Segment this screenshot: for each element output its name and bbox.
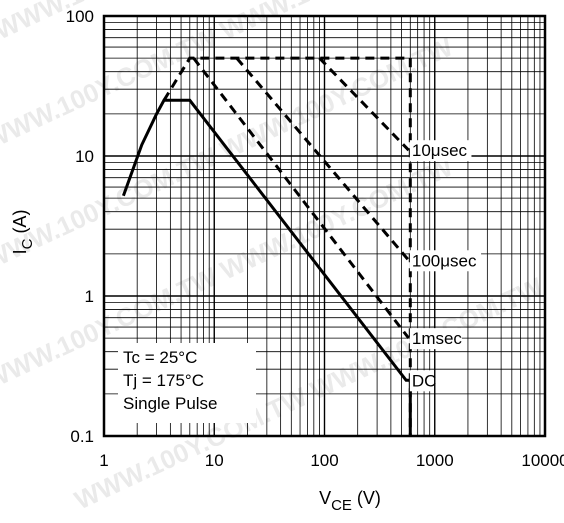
series-label: 10μsec [412, 141, 468, 160]
series-label-bg [409, 250, 482, 272]
series-label: 100μsec [412, 251, 477, 270]
plot-frame [102, 14, 547, 438]
series-label-bg [409, 140, 472, 162]
series-safe-area-boundary [162, 56, 412, 436]
condition-tj: Tj = 175°C [123, 371, 204, 390]
series-label: 1msec [412, 329, 463, 348]
svg-text:WWW.100Y.COM.TW WWW.100Y.COM.T: WWW.100Y.COM.TW WWW.100Y.COM.TW [0, 31, 458, 275]
series-label: DC [412, 371, 437, 390]
x-tick-label: 100 [310, 451, 338, 470]
y-axis-title: IC (A) [10, 210, 36, 255]
x-tick-label: 1000 [416, 451, 454, 470]
x-tick-label: 1 [99, 451, 108, 470]
x-tick-label: 10000 [521, 451, 564, 470]
series-layer [121, 56, 412, 436]
y-axis-title-unit: (A) [10, 210, 30, 239]
series-labels: 10μsec 100μsec 1msec DC [409, 140, 482, 392]
y-tick-label: 0.1 [70, 427, 94, 446]
x-tick-label: 10 [205, 451, 224, 470]
y-tick-label: 100 [66, 7, 94, 26]
x-axis-title: VCE (V) [319, 488, 381, 514]
x-axis-title-unit: (V) [352, 488, 381, 508]
conditions-box: Tc = 25°C Tj = 175°C Single Pulse [118, 343, 256, 423]
series-10-sec [318, 57, 410, 152]
x-axis-title-main: V [319, 488, 331, 508]
y-tick-label: 1 [85, 287, 94, 306]
x-axis-title-sub: CE [331, 497, 352, 514]
y-tick-label: 10 [75, 147, 94, 166]
y-axis-title-main: I [10, 249, 30, 254]
conditions-background [118, 343, 256, 423]
series-label-bg [409, 328, 462, 350]
y-axis-title-sub: C [19, 238, 36, 249]
condition-pulse: Single Pulse [123, 394, 218, 413]
condition-tc: Tc = 25°C [123, 348, 197, 367]
tick-labels: 1 10 100 1000 10000 0.1 1 10 100 [66, 7, 564, 470]
series-label-bg [409, 370, 434, 392]
